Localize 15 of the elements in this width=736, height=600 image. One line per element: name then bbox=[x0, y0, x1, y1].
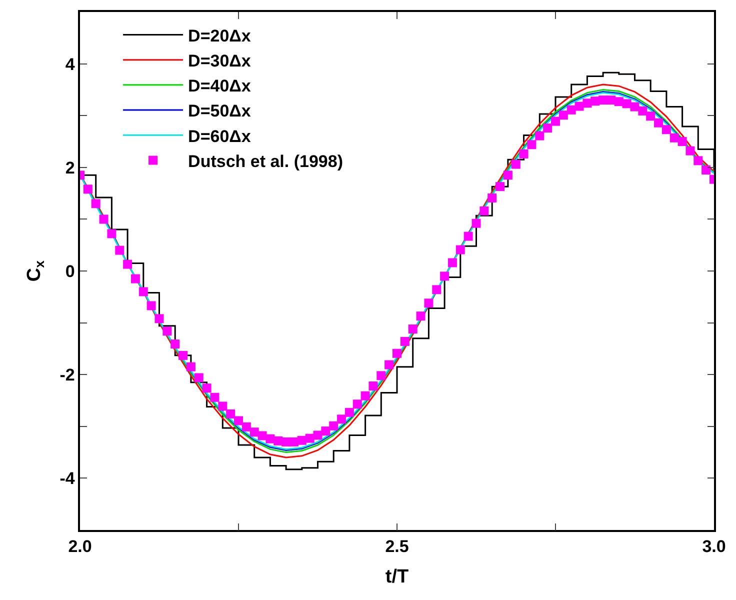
y-tick-label: -4 bbox=[60, 469, 76, 488]
x-tick-label: 3.0 bbox=[702, 537, 726, 556]
x-tick-label: 2.0 bbox=[68, 537, 92, 556]
y-tick-label: 0 bbox=[65, 262, 75, 281]
legend-label: D=20Δx bbox=[188, 26, 252, 46]
y-tick-label: 2 bbox=[65, 158, 75, 178]
y-tick-label: -2 bbox=[60, 366, 75, 385]
x-axis-title: t/T bbox=[385, 566, 409, 588]
legend-label: D=30Δx bbox=[188, 51, 252, 70]
legend-label: D=60Δx bbox=[188, 126, 252, 146]
y-tick-label: 4 bbox=[65, 54, 76, 74]
legend-label: Dutsch et al. (1998) bbox=[188, 152, 343, 171]
x-tick-label: 2.5 bbox=[385, 537, 409, 556]
legend-label: D=40Δx bbox=[188, 76, 252, 96]
legend-label: D=50Δx bbox=[188, 102, 252, 121]
